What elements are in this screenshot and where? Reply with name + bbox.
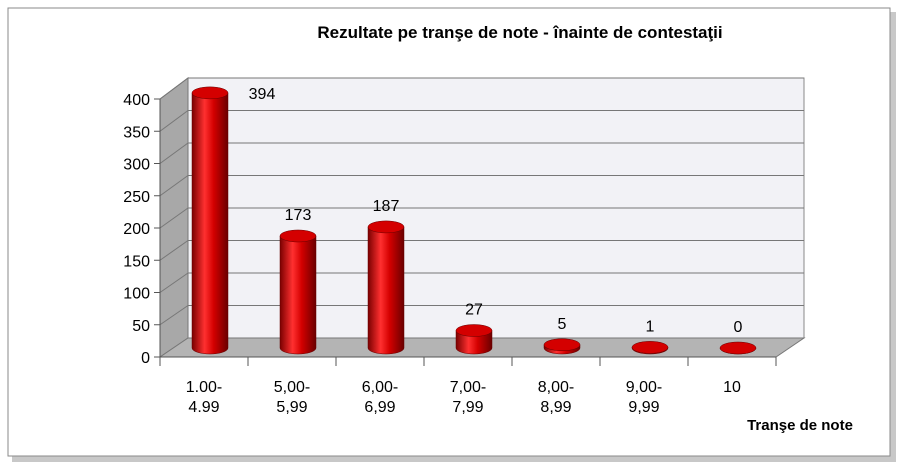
y-tick-label: 300 [123,157,150,174]
y-tick-label: 150 [123,253,150,270]
value-label: 5 [558,316,567,333]
grid-line-side [159,305,189,326]
value-label: 0 [734,319,743,336]
y-tick-label: 100 [123,286,150,303]
bar-top [367,220,405,234]
value-label: 1 [646,318,655,335]
grid-line-side [159,207,189,229]
y-tick-label: 250 [123,189,150,206]
grid-line-side [159,77,189,100]
y-tick-label: 400 [123,92,150,109]
bar-top [455,324,493,337]
bar-top [719,341,757,355]
grid-line-side [159,240,189,261]
grid-line-side [159,110,189,132]
bar-top [631,341,669,354]
grid-line-side [159,142,189,164]
value-label: 173 [285,207,312,224]
bar-top [543,338,581,352]
grid-line-side [159,272,189,293]
y-tick-label: 200 [123,221,150,238]
bar [455,330,493,355]
y-tick-label: 350 [123,124,150,141]
bar [191,92,229,355]
chart-title: Rezultate pe tranşe de note - înainte de… [317,23,722,42]
bar [279,235,317,355]
bar-top [191,86,229,100]
x-tick-label: 10 [723,379,741,396]
value-label: 27 [465,302,483,319]
x-axis-title: Tranşe de note [747,417,853,434]
bar-top [279,229,317,243]
x-tick-label: 7,00-7,99 [450,379,486,416]
y-tick-label: 50 [132,318,150,335]
value-label: 187 [373,198,400,215]
bar [367,226,405,355]
x-tick-label: 6,00-6,99 [362,379,398,416]
x-tick-label: 5,00-5,99 [274,379,310,416]
x-tick-label: 9,00-9,99 [626,379,662,416]
grid-line-side [159,175,189,197]
x-tick-label: 8,00-8,99 [538,379,574,416]
value-label: 394 [249,86,276,103]
x-tick-label: 1.00-4.99 [186,379,222,416]
y-tick-label: 0 [141,350,150,367]
